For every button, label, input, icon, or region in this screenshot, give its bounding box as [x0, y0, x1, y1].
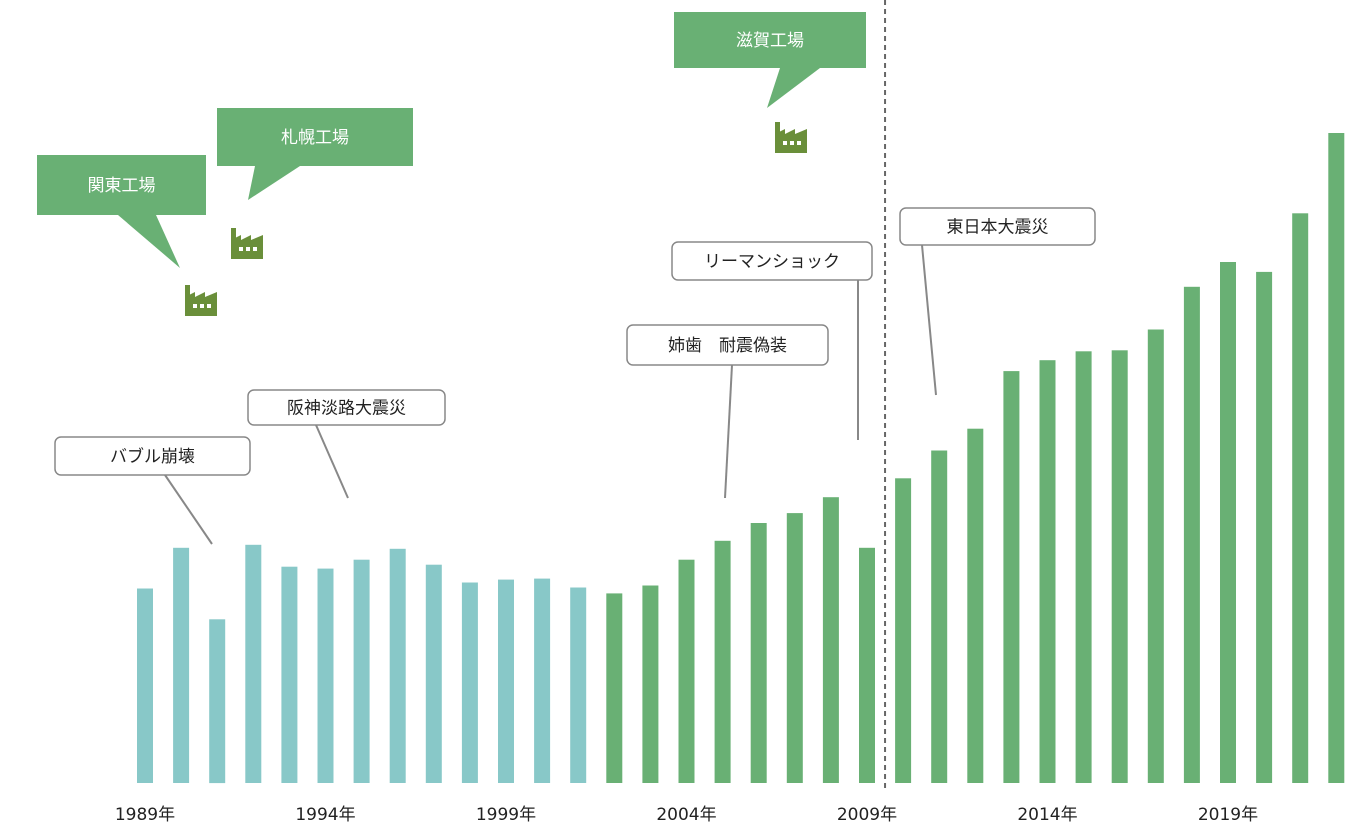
- bar-1998: [461, 582, 478, 783]
- bar-1994: [317, 568, 334, 783]
- event-box: [54, 436, 251, 476]
- factory-callout-box: [674, 12, 866, 68]
- bar-2002: [606, 593, 623, 783]
- bar-2015: [1075, 351, 1092, 783]
- factory-callout-tail: [118, 215, 180, 268]
- event-label: リーマンショック: [704, 252, 840, 272]
- bar-2001: [570, 587, 587, 783]
- event-callouts: バブル崩壊 阪神淡路大震災 姉歯 耐震偽装 リーマンショック 東日本大震災: [54, 207, 1096, 545]
- factory-callout-2: 滋賀工場: [674, 12, 866, 153]
- bar-2008: [822, 497, 839, 783]
- event-box: [247, 389, 446, 426]
- factory-callout-tail: [767, 68, 820, 108]
- factory-label: 札幌工場: [281, 128, 349, 148]
- tick-label-1989: 1989年: [115, 805, 175, 825]
- factory-label: 関東工場: [88, 176, 156, 196]
- bar-2014: [1039, 360, 1056, 783]
- bar-2012: [967, 428, 984, 783]
- tick-label-2019: 2019年: [1198, 805, 1258, 825]
- factory-icon: [185, 285, 217, 316]
- tick-label-2004: 2004年: [656, 805, 716, 825]
- event-callout-1: 阪神淡路大震災: [247, 389, 446, 499]
- bar-1997: [425, 564, 442, 783]
- event-callout-0: バブル崩壊: [54, 436, 251, 545]
- bar-1992: [245, 544, 262, 783]
- bar-2016: [1111, 350, 1128, 783]
- bar-2010: [895, 478, 912, 783]
- event-box: [626, 324, 829, 366]
- x-axis-ticks: 1989年 1994年 1999年 2004年 2009年 2014年 2019年: [115, 805, 1258, 825]
- bar-1996: [389, 548, 406, 783]
- bar-2017: [1147, 329, 1164, 783]
- bar-2005: [714, 540, 731, 783]
- event-label: バブル崩壊: [110, 446, 195, 467]
- bars-group: [137, 133, 1345, 784]
- bar-2000: [534, 578, 551, 783]
- bar-1989: [137, 588, 153, 783]
- event-label: 東日本大震災: [947, 218, 1049, 238]
- bar-1990: [173, 547, 190, 783]
- bar-2003: [642, 585, 659, 783]
- factory-callout-box: [217, 108, 413, 166]
- event-label: 姉歯 耐震偽装: [668, 336, 787, 356]
- event-leader-line: [315, 424, 349, 499]
- event-label: 阪神淡路大震災: [287, 399, 406, 419]
- bar-2022: [1328, 133, 1345, 783]
- event-callout-2: 姉歯 耐震偽装: [626, 324, 829, 499]
- event-box: [671, 241, 873, 281]
- bar-2019: [1220, 262, 1236, 783]
- factory-icon: [231, 228, 263, 259]
- tick-label-2009: 2009年: [837, 805, 897, 825]
- bar-2004: [678, 559, 695, 783]
- bar-2011: [931, 450, 948, 783]
- event-callout-4: 東日本大震災: [899, 207, 1096, 396]
- factory-callout-1: 札幌工場: [217, 108, 413, 259]
- event-leader-line: [921, 244, 937, 396]
- factory-icon: [775, 122, 807, 153]
- bar-2021: [1292, 213, 1309, 784]
- event-box: [899, 207, 1096, 246]
- factory-label: 滋賀工場: [736, 31, 804, 51]
- bar-2013: [1003, 371, 1020, 783]
- event-callout-3: リーマンショック: [671, 241, 873, 440]
- bar-2007: [786, 513, 803, 783]
- tick-label-1999: 1999年: [476, 805, 536, 825]
- factory-callout-tail: [248, 166, 300, 200]
- bar-1991: [209, 619, 226, 784]
- bar-2020: [1256, 271, 1273, 783]
- tick-label-2014: 2014年: [1017, 805, 1077, 825]
- factory-callout-box: [37, 155, 206, 215]
- bar-2018: [1183, 286, 1200, 783]
- bar-2006: [750, 523, 767, 783]
- event-leader-line: [164, 474, 213, 545]
- bar-1993: [281, 566, 298, 783]
- bar-1999: [498, 579, 514, 783]
- bar-2009: [859, 547, 875, 783]
- tick-label-1994: 1994年: [295, 805, 355, 825]
- factory-callouts: 関東工場 札幌工場 滋賀工場: [37, 12, 866, 316]
- event-leader-line: [724, 364, 733, 499]
- factory-callout-0: 関東工場: [37, 155, 217, 316]
- bar-1995: [353, 559, 370, 783]
